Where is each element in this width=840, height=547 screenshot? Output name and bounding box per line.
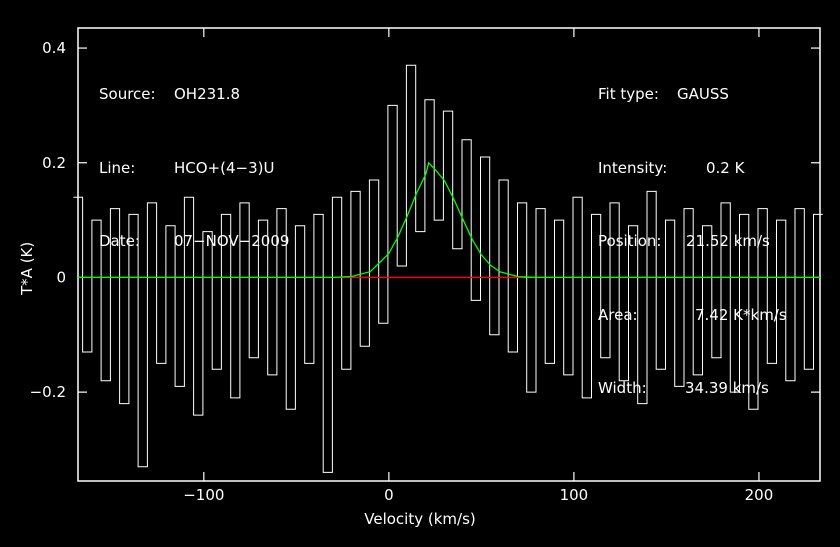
x-tick-label: 200 xyxy=(745,486,774,504)
source-value: OH231.8 xyxy=(174,85,241,103)
y-tick-label: 0.4 xyxy=(42,39,66,57)
header-left: Source: OH231.8 Line: HCO+(4−3)U Date: 07−N… xyxy=(99,33,289,278)
spectrum-line xyxy=(73,64,823,473)
line-value: HCO+(4−3)U xyxy=(174,158,275,177)
intensity-label: Intensity: xyxy=(598,158,668,177)
source-label: Source: xyxy=(99,85,156,103)
fit-type-value: GAUSS xyxy=(677,85,729,103)
intensity-value: 0.2 K xyxy=(706,158,745,177)
width-value: 34.39 km/s xyxy=(685,379,769,397)
line-label: Line: xyxy=(99,158,136,177)
fit-type-label: Fit type: xyxy=(598,85,659,103)
area-label: Area: xyxy=(598,305,638,324)
spectrum-series xyxy=(73,64,823,473)
plot-frame xyxy=(77,27,821,482)
y-axis-label: T*A (K) xyxy=(18,241,36,295)
gauss-fit-curve xyxy=(78,161,820,279)
date-label: Date: xyxy=(99,232,140,250)
position-value: 21.52 km/s xyxy=(686,232,770,250)
position-label: Position: xyxy=(598,232,662,250)
header-right: Fit type: GAUSS Intensity: 0.2 K Position:… xyxy=(598,33,787,425)
y-tick-label: 0.2 xyxy=(42,154,66,172)
y-tick-label: 0 xyxy=(56,268,66,286)
width-label: Width: xyxy=(598,379,647,397)
x-axis-label: Velocity (km/s) xyxy=(364,510,476,528)
axis-tick-labels: −100 0 100 200 −0.2 0 0.2 0.4 xyxy=(30,39,774,504)
x-tick-label: −100 xyxy=(183,486,224,504)
x-tick-label: 0 xyxy=(384,486,394,504)
y-tick-label: −0.2 xyxy=(30,383,66,401)
date-value: 07−NOV−2009 xyxy=(174,232,290,250)
x-tick-label: 100 xyxy=(560,486,589,504)
area-value: 7.42 K*km/s xyxy=(695,305,787,324)
